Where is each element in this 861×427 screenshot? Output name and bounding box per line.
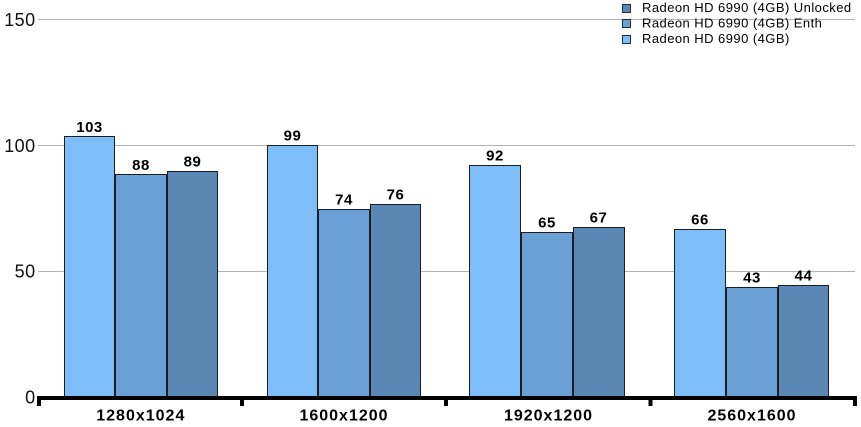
svg-text:Radeon HD 6990 (4GB) Unlocked: Radeon HD 6990 (4GB) Unlocked <box>642 0 852 15</box>
svg-text:150: 150 <box>4 10 35 30</box>
svg-text:1600x1200: 1600x1200 <box>299 407 388 424</box>
svg-text:74: 74 <box>335 192 353 209</box>
svg-text:76: 76 <box>387 187 405 204</box>
svg-text:1920x1200: 1920x1200 <box>504 407 593 424</box>
svg-text:0: 0 <box>25 388 35 408</box>
svg-text:88: 88 <box>132 157 150 174</box>
svg-text:1280x1024: 1280x1024 <box>96 407 185 424</box>
svg-text:2560x1600: 2560x1600 <box>707 407 796 424</box>
svg-text:44: 44 <box>795 268 813 285</box>
svg-text:43: 43 <box>743 270 761 287</box>
svg-text:99: 99 <box>284 128 302 145</box>
svg-text:92: 92 <box>486 148 504 165</box>
svg-text:Radeon HD 6990 (4GB): Radeon HD 6990 (4GB) <box>642 31 790 46</box>
svg-text:89: 89 <box>184 154 202 171</box>
svg-text:67: 67 <box>590 210 608 227</box>
svg-text:Radeon HD 6990 (4GB) Enth: Radeon HD 6990 (4GB) Enth <box>642 16 822 31</box>
svg-text:103: 103 <box>76 119 103 136</box>
svg-text:100: 100 <box>4 136 35 156</box>
svg-text:66: 66 <box>691 212 709 229</box>
svg-text:65: 65 <box>538 215 556 232</box>
svg-text:50: 50 <box>15 262 36 282</box>
